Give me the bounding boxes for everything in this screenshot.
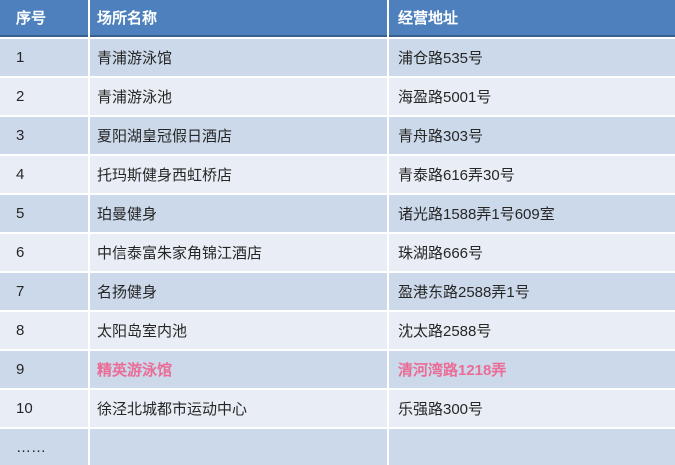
cell-venue-name: 精英游泳馆 [90,351,387,388]
cell-venue-name [90,429,387,465]
cell-serial: 6 [0,234,88,271]
cell-serial: 8 [0,312,88,349]
cell-serial: 10 [0,390,88,427]
cell-address: 珠湖路666号 [389,234,675,271]
cell-venue-name: 青浦游泳池 [90,78,387,115]
cell-address: 青舟路303号 [389,117,675,154]
cell-address: 盈港东路2588弄1号 [389,273,675,310]
cell-venue-name: 青浦游泳馆 [90,39,387,76]
cell-serial: 3 [0,117,88,154]
cell-address: 海盈路5001号 [389,78,675,115]
cell-venue-name: 中信泰富朱家角锦江酒店 [90,234,387,271]
cell-serial: 2 [0,78,88,115]
cell-venue-name: 徐泾北城都市运动中心 [90,390,387,427]
cell-address: 诸光路1588弄1号609室 [389,195,675,232]
cell-serial: …… [0,429,88,465]
cell-venue-name: 太阳岛室内池 [90,312,387,349]
cell-venue-name: 珀曼健身 [90,195,387,232]
cell-serial: 7 [0,273,88,310]
header-venue-name: 场所名称 [90,0,387,37]
header-serial: 序号 [0,0,88,37]
cell-serial: 4 [0,156,88,193]
cell-venue-name: 托玛斯健身西虹桥店 [90,156,387,193]
cell-serial: 1 [0,39,88,76]
header-address: 经营地址 [389,0,675,37]
cell-address: 浦仓路535号 [389,39,675,76]
cell-venue-name: 夏阳湖皇冠假日酒店 [90,117,387,154]
cell-venue-name: 名扬健身 [90,273,387,310]
cell-address: 清河湾路1218弄 [389,351,675,388]
cell-address: 沈太路2588号 [389,312,675,349]
cell-serial: 9 [0,351,88,388]
cell-address: 青泰路616弄30号 [389,156,675,193]
cell-serial: 5 [0,195,88,232]
cell-address [389,429,675,465]
cell-address: 乐强路300号 [389,390,675,427]
